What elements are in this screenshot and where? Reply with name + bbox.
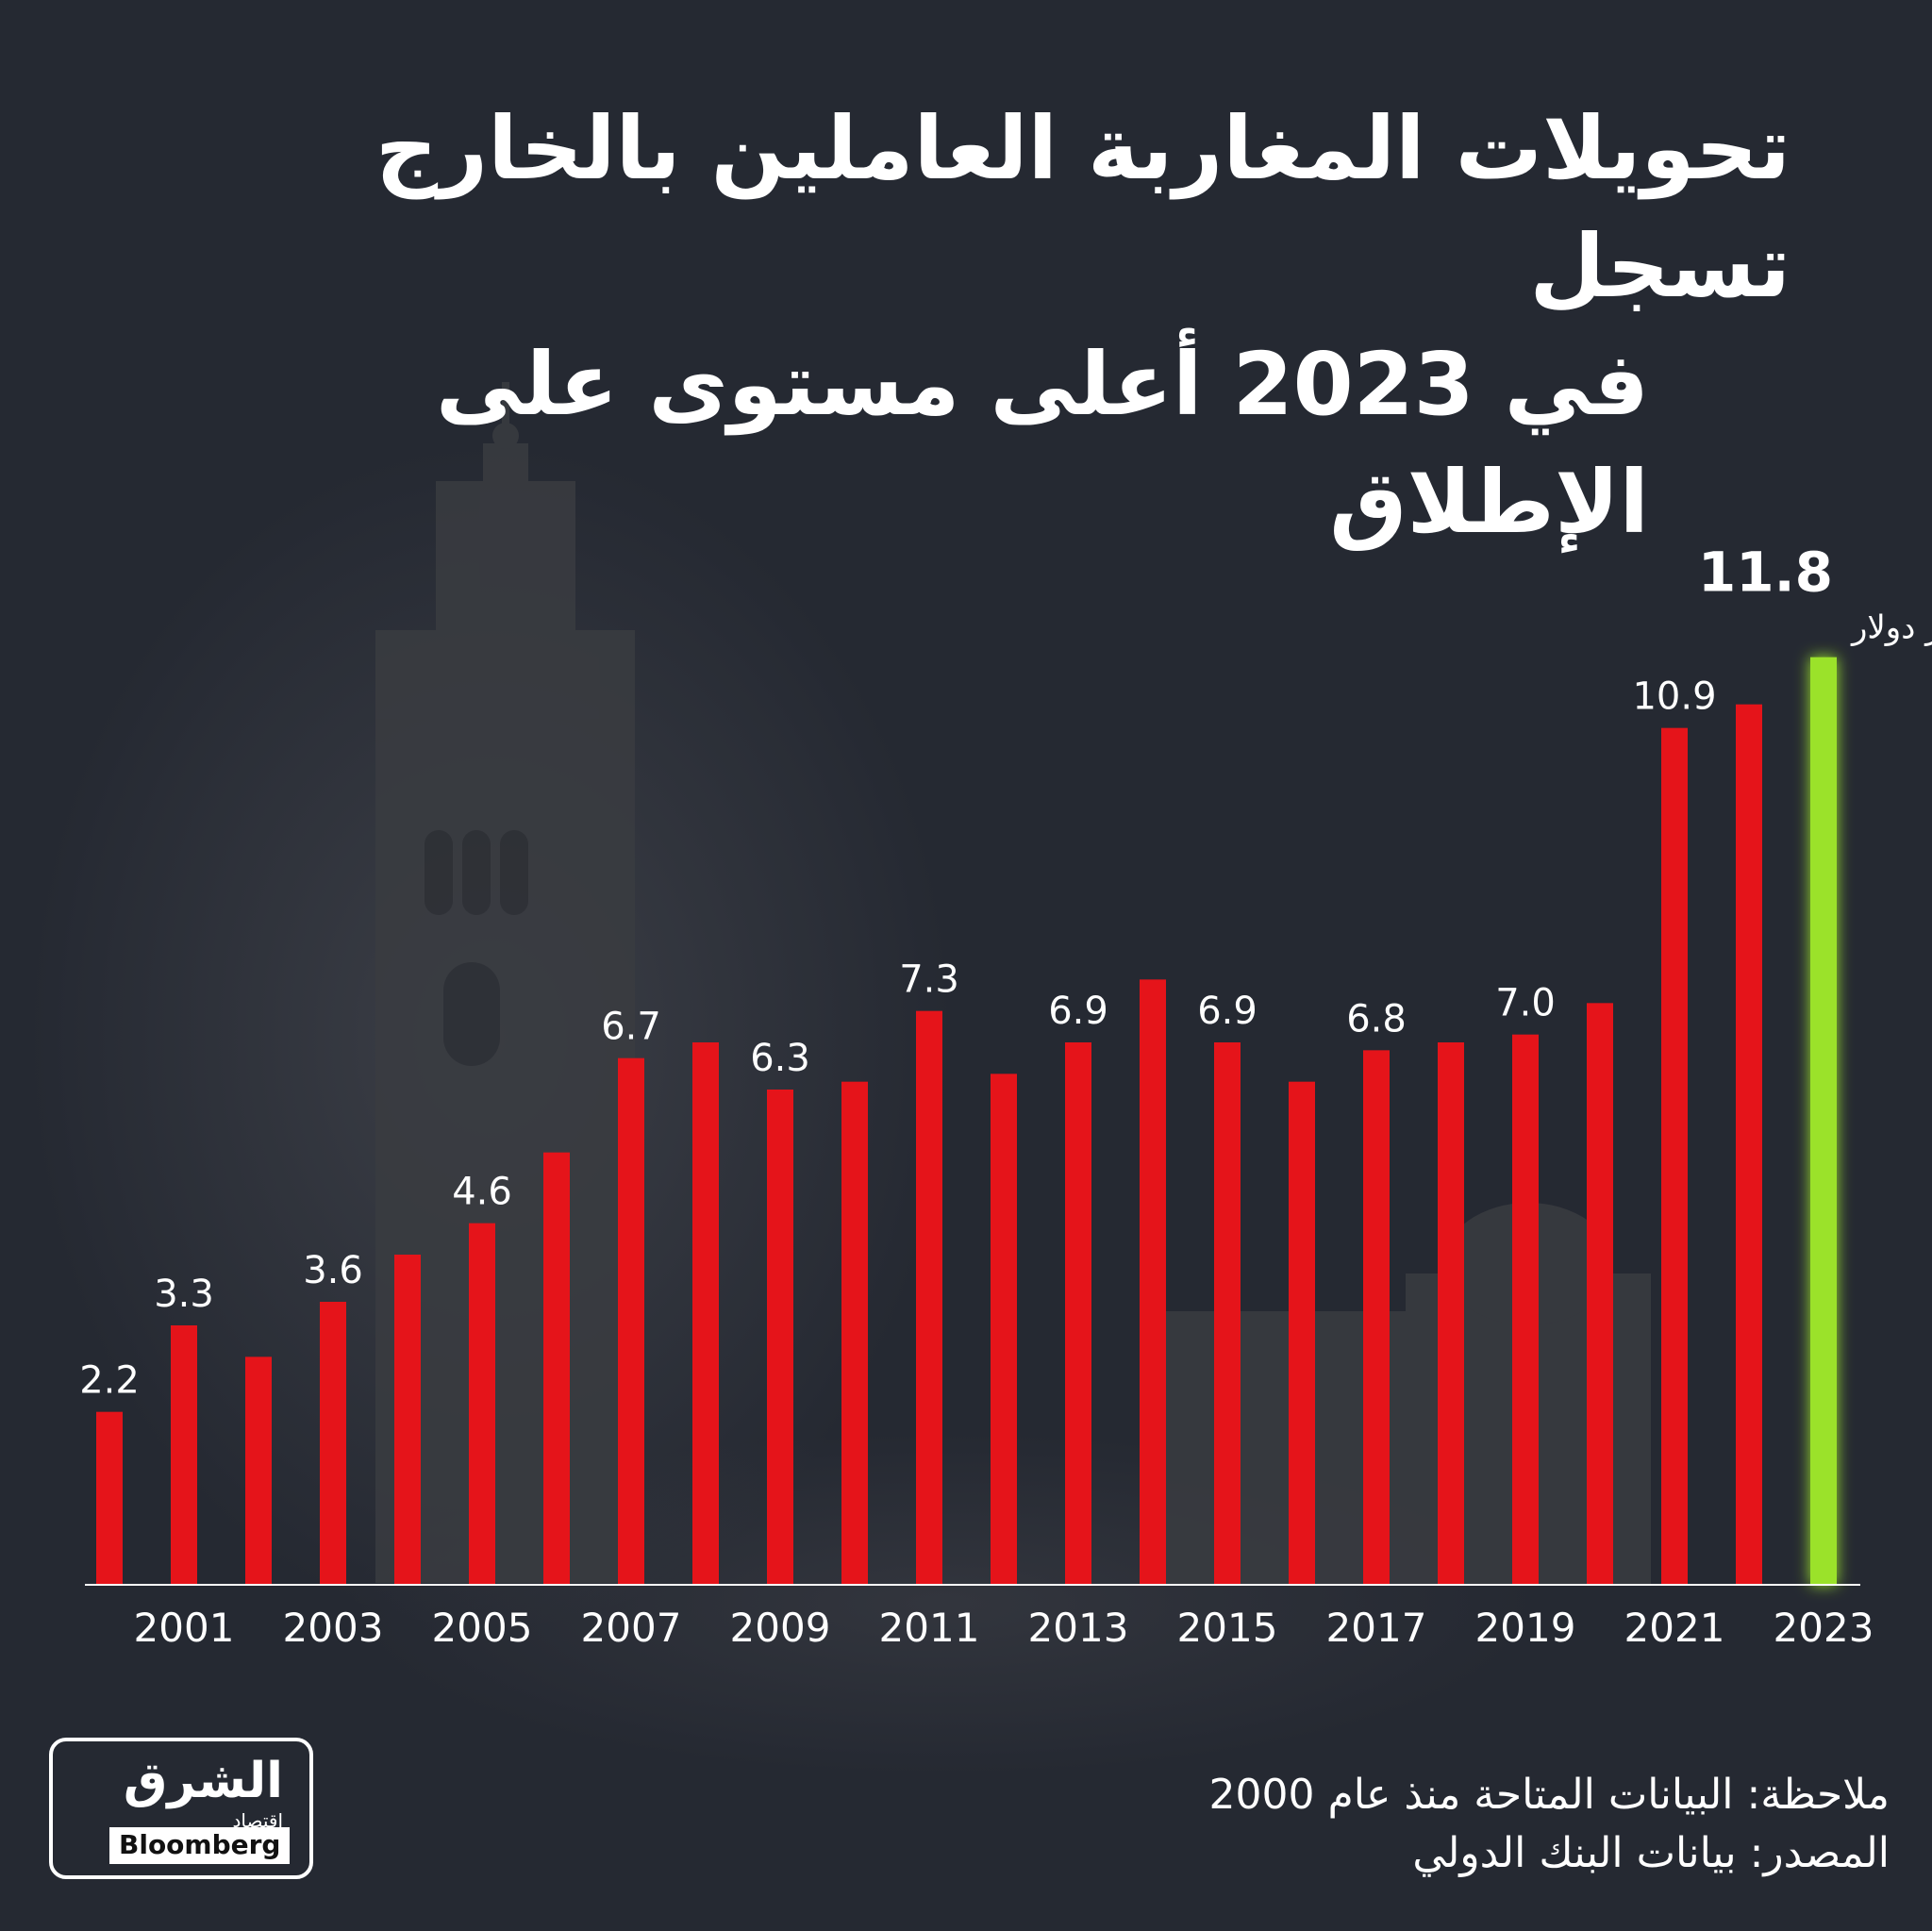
x-tick-label: 2021 (1624, 1605, 1725, 1651)
data-label-2021: 10.9 (1632, 675, 1716, 719)
bar-2009 (767, 1090, 793, 1585)
data-label-2009: 6.3 (750, 1037, 810, 1080)
bar-2013 (1065, 1042, 1091, 1585)
bar-2020 (1587, 1003, 1613, 1585)
data-label-2011: 7.3 (899, 958, 959, 1002)
x-tick-label: 2013 (1028, 1605, 1129, 1651)
bar-2007 (618, 1057, 644, 1585)
bar-2005 (469, 1223, 495, 1585)
x-tick-label: 2003 (283, 1605, 384, 1651)
bar-2010 (841, 1081, 868, 1585)
data-label-2007: 6.7 (601, 1006, 661, 1049)
title-line-2: في 2023 أعلى مستوى على الإطلاق (435, 334, 1649, 553)
x-tick-label: 2009 (730, 1605, 831, 1651)
x-tick-label: 2023 (1774, 1605, 1874, 1651)
data-label-2013: 6.9 (1048, 990, 1108, 1033)
bar-2014 (1140, 979, 1166, 1585)
data-label-2003: 3.6 (303, 1249, 363, 1292)
bar-2003 (320, 1302, 346, 1585)
x-tick-label: 2017 (1326, 1605, 1427, 1651)
x-tick-label: 2011 (879, 1605, 980, 1651)
logo-name: الشرق (123, 1753, 283, 1809)
bar-2018 (1438, 1042, 1464, 1585)
bar-2019 (1512, 1034, 1539, 1585)
x-tick-label: 2005 (432, 1605, 533, 1651)
bar-2006 (543, 1152, 570, 1585)
chart-title: تحويلات المغاربة العاملين بالخارج تسجل ف… (92, 90, 1790, 561)
bar-2021 (1661, 727, 1688, 1585)
footer: ملاحظة: البيانات المتاحة منذ عام 2000 ال… (1209, 1766, 1890, 1883)
bar-2012 (991, 1074, 1017, 1585)
x-tick-label: 2007 (581, 1605, 682, 1651)
data-label-2017: 6.8 (1346, 997, 1407, 1040)
x-tick-label: 2019 (1475, 1605, 1576, 1651)
bar-2015 (1214, 1042, 1241, 1585)
x-tick-label: 2015 (1177, 1605, 1278, 1651)
bar-2011 (916, 1010, 942, 1585)
highlight-unit-label: مليار دولار (1850, 609, 1932, 647)
bar-2004 (394, 1255, 421, 1585)
data-label-2015: 6.9 (1197, 990, 1257, 1033)
footer-source: المصدر: بيانات البنك الدولي (1412, 1829, 1890, 1877)
footer-note: ملاحظة: البيانات المتاحة منذ عام 2000 (1208, 1771, 1890, 1819)
data-label-2001: 3.3 (154, 1273, 214, 1316)
bar-2017 (1363, 1050, 1390, 1585)
data-label-2000: 2.2 (79, 1359, 140, 1403)
bar-2016 (1289, 1081, 1315, 1585)
bar-2002 (245, 1357, 272, 1585)
data-label-2019: 7.0 (1495, 982, 1556, 1025)
bar-2001 (171, 1325, 197, 1585)
data-label-2005: 4.6 (452, 1171, 512, 1214)
highlight-value-label: 11.8 (1698, 541, 1833, 605)
logo-partner: Bloomberg (109, 1827, 291, 1864)
bar-2000 (96, 1411, 123, 1585)
bar-2023 (1810, 657, 1837, 1585)
asharq-bloomberg-logo: الشرق اقتصاد Bloomberg (49, 1738, 313, 1879)
bar-2008 (692, 1042, 719, 1585)
title-line-1: تحويلات المغاربة العاملين بالخارج تسجل (375, 98, 1790, 317)
bar-2022 (1736, 704, 1762, 1585)
x-tick-label: 2001 (134, 1605, 235, 1651)
